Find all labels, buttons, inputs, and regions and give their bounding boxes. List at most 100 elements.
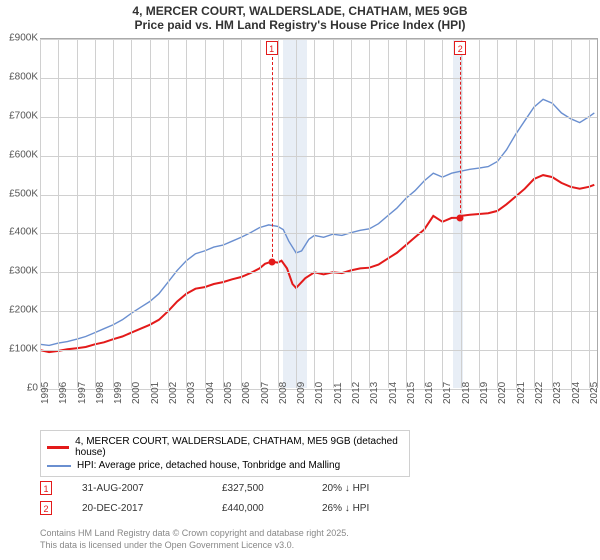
sale-date: 20-DEC-2017 bbox=[82, 503, 192, 514]
sale-marker-badge: 1 bbox=[40, 481, 52, 495]
gridline-vertical bbox=[497, 39, 498, 388]
x-axis-label: 2021 bbox=[516, 382, 527, 404]
footer-line: This data is licensed under the Open Gov… bbox=[40, 540, 349, 552]
gridline-vertical bbox=[516, 39, 517, 388]
x-axis-label: 2003 bbox=[186, 382, 197, 404]
sale-price: £327,500 bbox=[222, 483, 292, 494]
sale-marker-badge: 2 bbox=[40, 501, 52, 515]
y-axis-label: £800K bbox=[9, 71, 38, 82]
series-line-hpi bbox=[40, 99, 594, 345]
gridline-horizontal bbox=[40, 350, 597, 351]
sale-hpi-diff: 26% ↓ HPI bbox=[322, 503, 402, 514]
x-axis-label: 2007 bbox=[260, 382, 271, 404]
gridline-vertical bbox=[95, 39, 96, 388]
gridline-vertical bbox=[479, 39, 480, 388]
gridline-vertical bbox=[442, 39, 443, 388]
series-line-price_paid bbox=[40, 175, 594, 352]
x-axis-label: 2008 bbox=[278, 382, 289, 404]
y-axis-label: £500K bbox=[9, 188, 38, 199]
gridline-vertical bbox=[278, 39, 279, 388]
x-axis-label: 2020 bbox=[497, 382, 508, 404]
sale-row: 2 20-DEC-2017 £440,000 26% ↓ HPI bbox=[40, 498, 402, 518]
gridline-vertical bbox=[168, 39, 169, 388]
sale-marker-dot bbox=[268, 258, 275, 265]
x-axis-label: 2001 bbox=[150, 382, 161, 404]
y-axis-label: £900K bbox=[9, 33, 38, 44]
gridline-vertical bbox=[424, 39, 425, 388]
y-axis-label: £200K bbox=[9, 305, 38, 316]
x-axis-label: 2002 bbox=[168, 382, 179, 404]
x-axis-label: 2025 bbox=[589, 382, 600, 404]
x-axis-label: 2015 bbox=[406, 382, 417, 404]
x-axis-label: 1998 bbox=[95, 382, 106, 404]
gridline-horizontal bbox=[40, 272, 597, 273]
x-axis-label: 2005 bbox=[223, 382, 234, 404]
x-axis-label: 1999 bbox=[113, 382, 124, 404]
gridline-vertical bbox=[40, 39, 41, 388]
gridline-vertical bbox=[369, 39, 370, 388]
gridline-horizontal bbox=[40, 195, 597, 196]
x-axis-label: 2024 bbox=[571, 382, 582, 404]
gridline-horizontal bbox=[40, 156, 597, 157]
legend-swatch bbox=[47, 465, 71, 467]
gridline-vertical bbox=[552, 39, 553, 388]
gridline-vertical bbox=[296, 39, 297, 388]
gridline-vertical bbox=[205, 39, 206, 388]
x-axis-label: 2004 bbox=[205, 382, 216, 404]
gridline-vertical bbox=[534, 39, 535, 388]
x-axis-label: 2023 bbox=[552, 382, 563, 404]
chart-area: £0£100K£200K£300K£400K£500K£600K£700K£80… bbox=[0, 38, 600, 418]
footer: Contains HM Land Registry data © Crown c… bbox=[40, 528, 349, 551]
gridline-horizontal bbox=[40, 233, 597, 234]
x-axis-label: 2014 bbox=[388, 382, 399, 404]
gridline-vertical bbox=[571, 39, 572, 388]
gridline-vertical bbox=[77, 39, 78, 388]
legend-swatch bbox=[47, 446, 69, 449]
x-axis-label: 1997 bbox=[77, 382, 88, 404]
x-axis-label: 2010 bbox=[314, 382, 325, 404]
gridline-vertical bbox=[333, 39, 334, 388]
line-plot-svg bbox=[40, 39, 598, 389]
y-axis-label: £300K bbox=[9, 266, 38, 277]
gridline-vertical bbox=[406, 39, 407, 388]
gridline-vertical bbox=[186, 39, 187, 388]
x-axis-label: 2011 bbox=[333, 382, 344, 404]
x-axis-label: 2013 bbox=[369, 382, 380, 404]
gridline-vertical bbox=[223, 39, 224, 388]
gridline-vertical bbox=[260, 39, 261, 388]
sale-marker-line bbox=[272, 57, 273, 262]
x-axis-label: 2000 bbox=[131, 382, 142, 404]
legend-label: 4, MERCER COURT, WALDERSLADE, CHATHAM, M… bbox=[75, 436, 403, 458]
sale-price: £440,000 bbox=[222, 503, 292, 514]
gridline-vertical bbox=[241, 39, 242, 388]
footer-line: Contains HM Land Registry data © Crown c… bbox=[40, 528, 349, 540]
legend-item: 4, MERCER COURT, WALDERSLADE, CHATHAM, M… bbox=[47, 435, 403, 459]
gridline-horizontal bbox=[40, 39, 597, 40]
x-axis-label: 2009 bbox=[296, 382, 307, 404]
gridline-vertical bbox=[113, 39, 114, 388]
gridline-vertical bbox=[131, 39, 132, 388]
x-axis-label: 2012 bbox=[351, 382, 362, 404]
gridline-horizontal bbox=[40, 117, 597, 118]
sale-hpi-diff: 20% ↓ HPI bbox=[322, 483, 402, 494]
legend-label: HPI: Average price, detached house, Tonb… bbox=[77, 460, 340, 471]
sale-marker-badge: 1 bbox=[266, 41, 278, 55]
gridline-horizontal bbox=[40, 78, 597, 79]
y-axis-label: £400K bbox=[9, 227, 38, 238]
y-axis-label: £0 bbox=[27, 383, 38, 394]
gridline-vertical bbox=[314, 39, 315, 388]
x-axis-label: 2018 bbox=[461, 382, 472, 404]
gridline-vertical bbox=[388, 39, 389, 388]
x-axis-label: 2006 bbox=[241, 382, 252, 404]
x-axis-label: 1996 bbox=[58, 382, 69, 404]
plot-region: 12 bbox=[40, 38, 598, 388]
gridline-vertical bbox=[589, 39, 590, 388]
x-axis-label: 1995 bbox=[40, 382, 51, 404]
sale-marker-dot bbox=[457, 214, 464, 221]
gridline-vertical bbox=[150, 39, 151, 388]
chart-title-block: 4, MERCER COURT, WALDERSLADE, CHATHAM, M… bbox=[0, 0, 600, 34]
y-axis-label: £100K bbox=[9, 344, 38, 355]
gridline-horizontal bbox=[40, 311, 597, 312]
x-axis-label: 2017 bbox=[442, 382, 453, 404]
sale-marker-badge: 2 bbox=[454, 41, 466, 55]
